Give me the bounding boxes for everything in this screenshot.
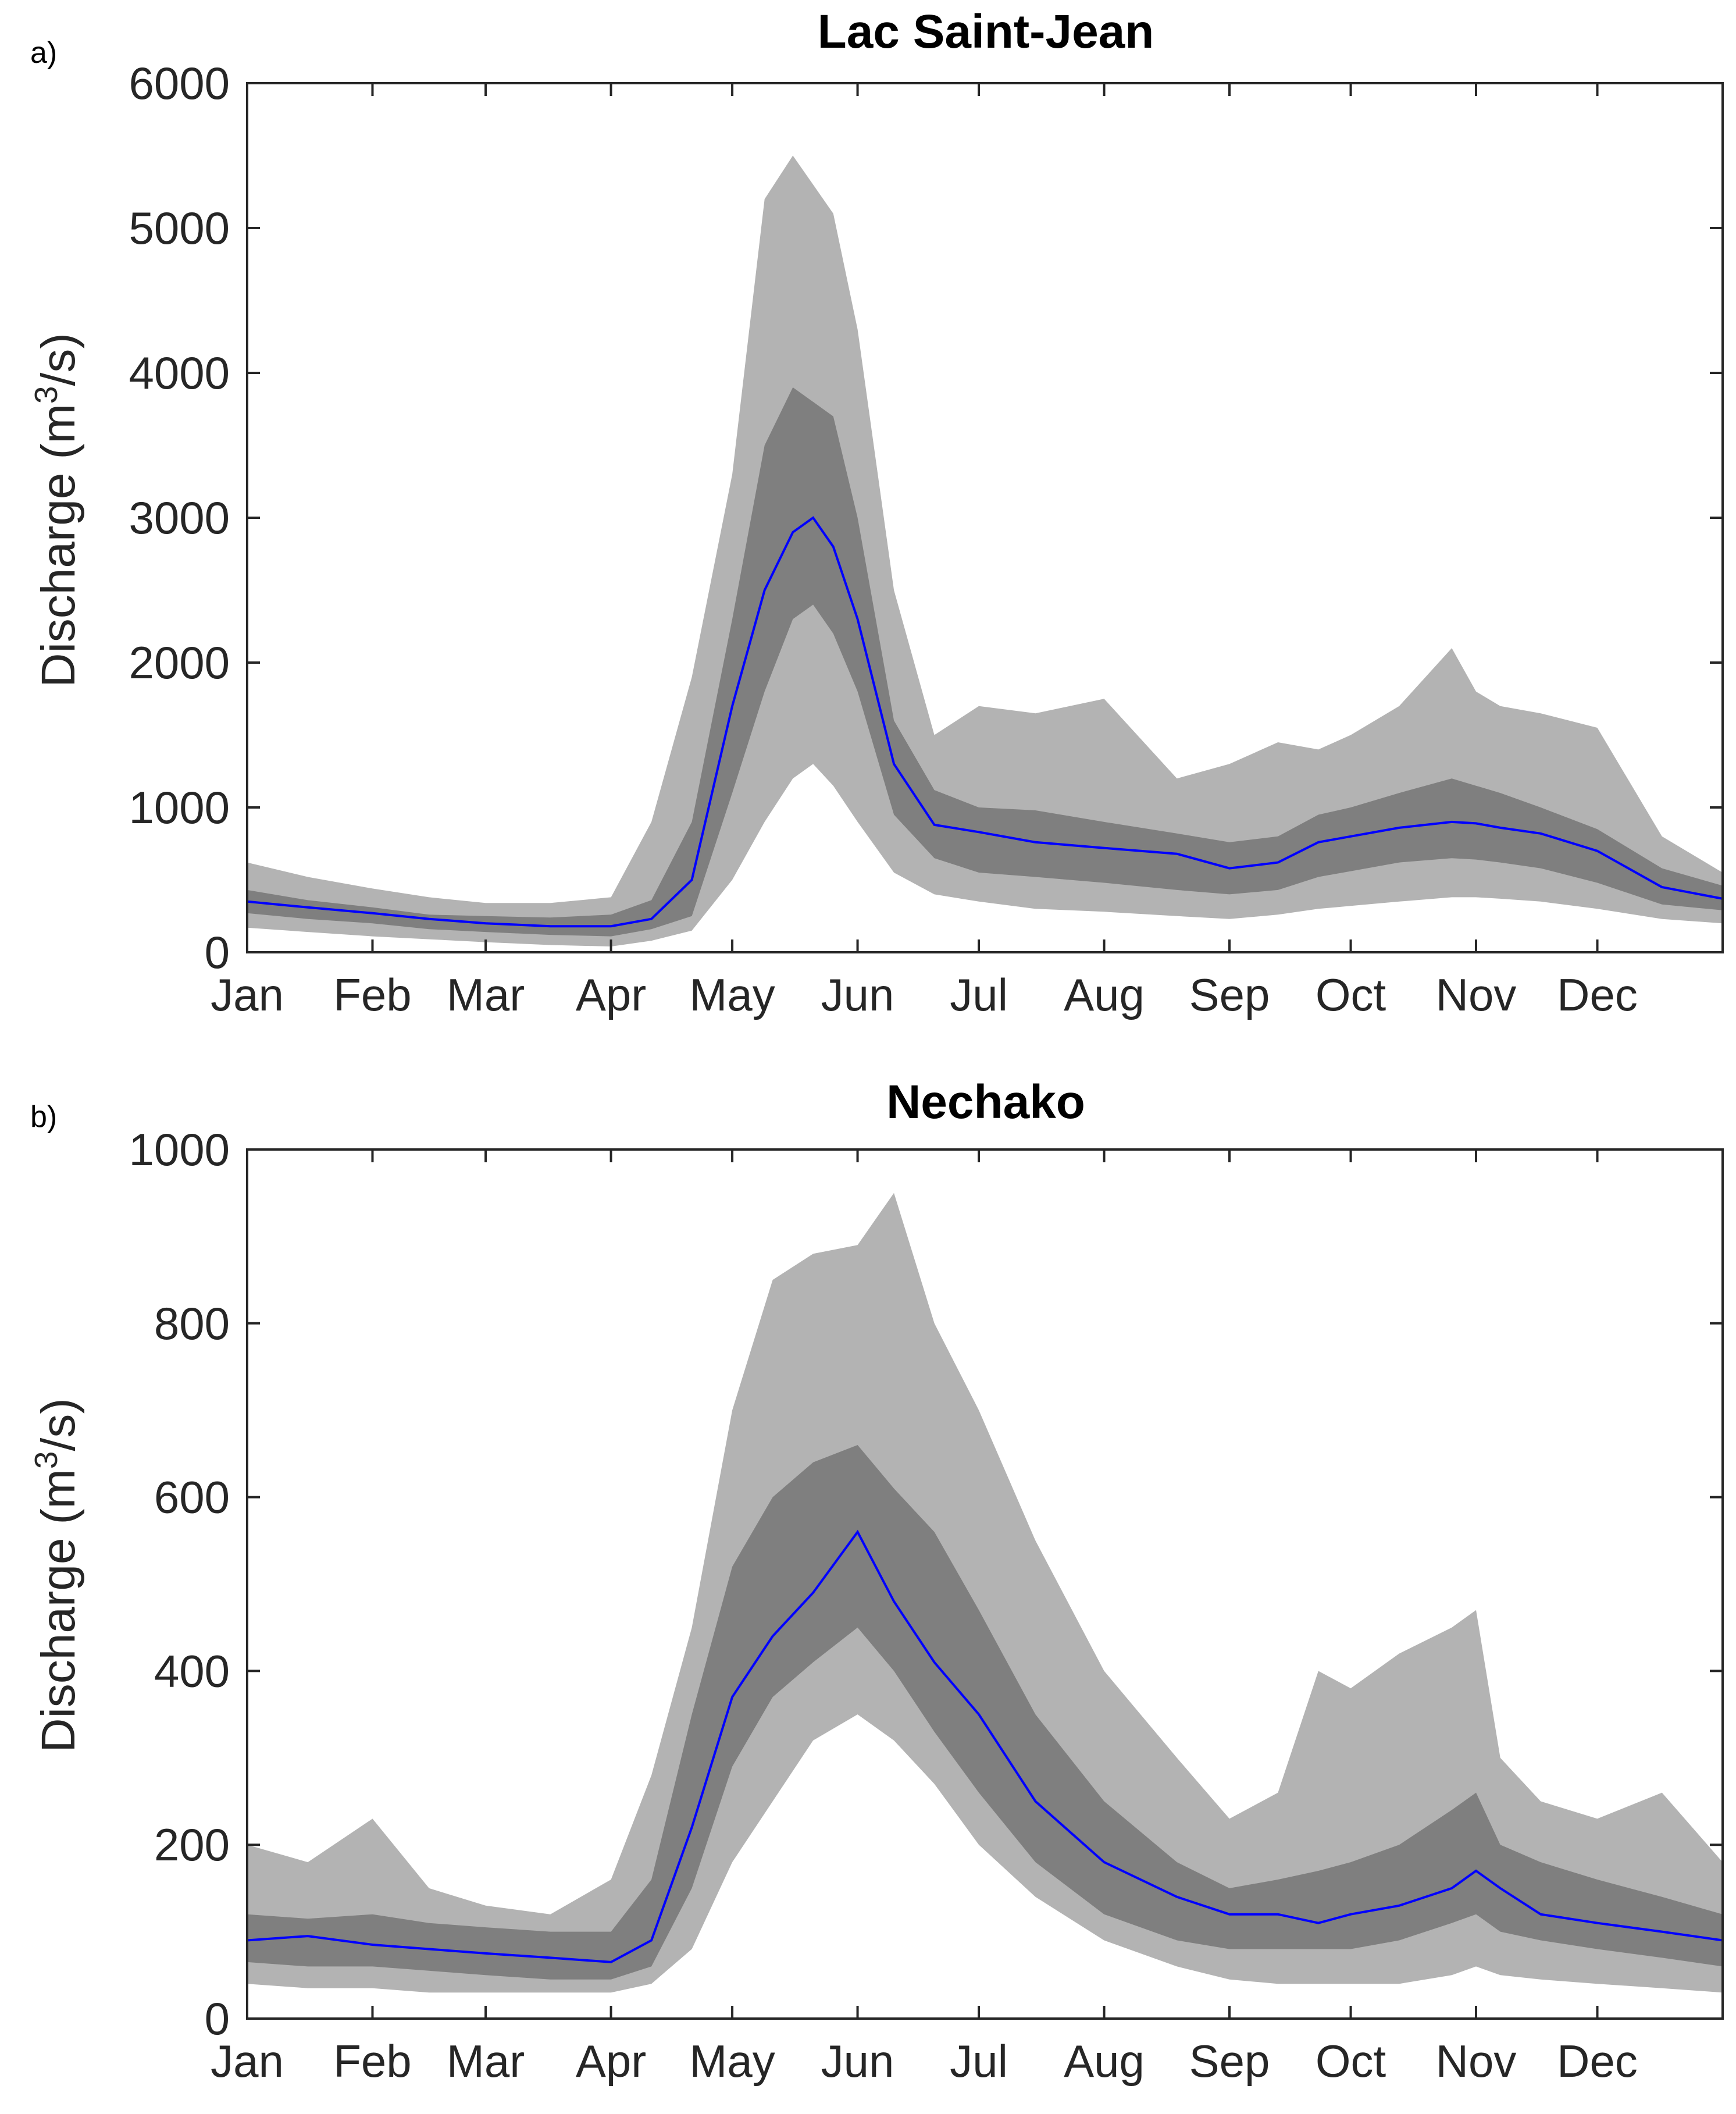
chart-a-y-tick-label: 2000 — [129, 637, 230, 688]
chart-a-x-tick-label: Apr — [576, 969, 646, 1020]
chart-a-y-tick-label: 3000 — [129, 492, 230, 543]
chart-a-ylabel-suffix: /s) — [32, 333, 85, 386]
chart-b-y-tick-label: 600 — [154, 1472, 230, 1523]
chart-b-y-tick-label: 200 — [154, 1819, 230, 1870]
chart-b-y-tick-label: 800 — [154, 1298, 230, 1349]
chart-panel-b: b) Nechako Discharge (m3/s) 0 200 400 600 80… — [28, 1076, 1724, 2087]
chart-a-x-tick-label: Nov — [1436, 969, 1517, 1020]
chart-a-x-tick-label: Sep — [1189, 969, 1270, 1020]
panel-b-label: b) — [30, 1100, 57, 1134]
chart-a-y-tick-label: 0 — [205, 927, 230, 978]
chart-b-x-tick-label: Dec — [1557, 2035, 1638, 2087]
chart-a-plot-area: 0 1000 2000 3000 4000 5000 6000 Jan Feb Mar Apr May… — [129, 58, 1724, 1020]
chart-a-median-line — [247, 516, 1723, 928]
chart-b-title: Nechako — [886, 1076, 1085, 1129]
chart-b-y-tick-label: 0 — [205, 1993, 230, 2044]
chart-b-y-axis-label: Discharge (m3/s) — [28, 1398, 85, 1752]
chart-a-x-tick-label: Mar — [447, 969, 525, 1020]
chart-b-x-tick-label: Nov — [1436, 2035, 1517, 2087]
chart-b-outer-band — [247, 1193, 1723, 1993]
chart-a-ylabel-prefix: Discharge (m — [32, 404, 85, 688]
chart-a-x-tick-label: Feb — [333, 969, 411, 1020]
panel-a-label: a) — [30, 36, 57, 70]
chart-a-x-tick-label: Dec — [1557, 969, 1638, 1020]
chart-a-x-tick-label: Jun — [821, 969, 894, 1020]
chart-b-x-tick-label: Jan — [211, 2035, 284, 2087]
chart-a-ylabel-sup: 3 — [28, 386, 64, 404]
chart-b-x-tick-label: Apr — [576, 2035, 646, 2087]
chart-a-inner-band — [247, 387, 1723, 937]
chart-a-x-tick-label: Aug — [1064, 969, 1145, 1020]
chart-b-ylabel-suffix: /s) — [32, 1398, 85, 1451]
chart-b-ylabel-sup: 3 — [28, 1451, 64, 1469]
chart-b-x-tick-label: Mar — [447, 2035, 525, 2087]
chart-a-y-tick-label: 4000 — [129, 347, 230, 398]
chart-b-x-tick-label: Sep — [1189, 2035, 1270, 2087]
chart-b-x-tick-label: Jun — [821, 2035, 894, 2087]
chart-b-median-line — [247, 1529, 1723, 1963]
chart-a-outer-band — [247, 155, 1723, 946]
chart-b-plot-area: 0 200 400 600 800 1000 Jan Feb Mar Apr May Jun Jul Au… — [129, 1124, 1724, 2087]
chart-b-y-tick-label: 1000 — [129, 1124, 230, 1175]
chart-b-ylabel-prefix: Discharge (m — [32, 1469, 85, 1753]
chart-b-inner-band — [247, 1445, 1723, 1980]
chart-a-y-tick-label: 1000 — [129, 782, 230, 833]
chart-b-axes-box — [246, 1148, 1724, 2020]
chart-b-x-tick-label: Aug — [1064, 2035, 1145, 2087]
chart-a-x-tick-label: May — [689, 969, 775, 1020]
chart-b-x-tick-label: Oct — [1316, 2035, 1386, 2087]
chart-b-x-tick-label: Jul — [950, 2035, 1008, 2087]
chart-a-y-axis-label: Discharge (m3/s) — [28, 333, 85, 687]
chart-a-y-tick-label: 5000 — [129, 202, 230, 254]
chart-b-y-tick-label: 400 — [154, 1645, 230, 1696]
chart-a-y-tick-label: 6000 — [129, 58, 230, 109]
chart-a-x-tick-label: Jul — [950, 969, 1008, 1020]
chart-b-x-tick-label: May — [689, 2035, 775, 2087]
chart-a-x-tick-label: Oct — [1316, 969, 1386, 1020]
chart-a-title: Lac Saint-Jean — [818, 5, 1154, 58]
chart-b-x-tick-label: Feb — [333, 2035, 411, 2087]
chart-a-x-tick-label: Jan — [211, 969, 284, 1020]
chart-panel-a: a) Lac Saint-Jean Discharge (m3/s) 0 1000… — [28, 5, 1724, 1020]
